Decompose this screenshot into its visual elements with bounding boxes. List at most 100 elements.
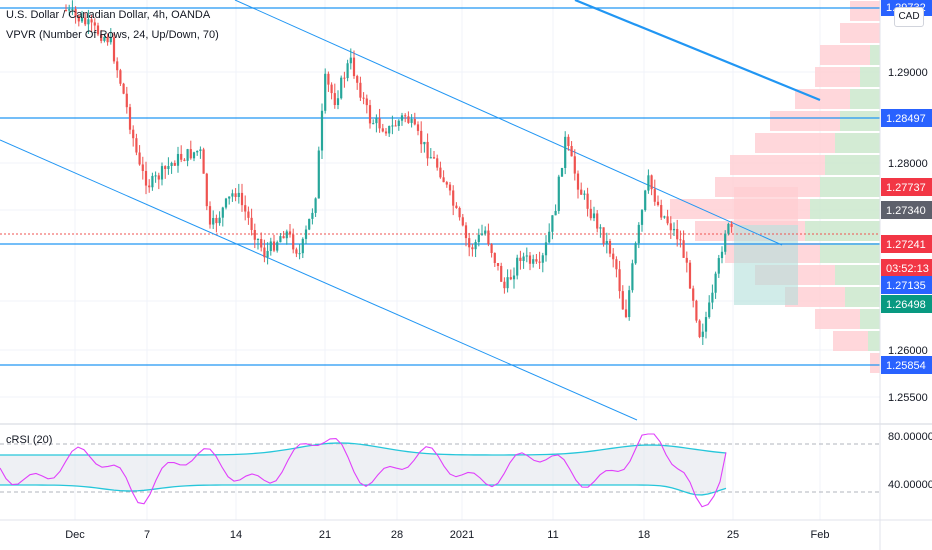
candle-body [237,192,240,197]
price-level-label: 1.27241 [886,239,926,251]
candle-body [679,239,682,241]
candle-body [192,152,196,159]
candle-body [634,243,637,264]
candle-body [103,36,106,41]
candle-body [730,223,733,227]
candle-body [288,231,292,235]
candle-body [68,9,71,11]
candle-body [714,273,717,293]
candle-body [327,73,330,85]
price-level-label: 1.27135 [886,280,926,292]
candle-body [490,244,493,253]
candle-body [308,218,311,230]
candle-body [621,291,624,310]
candle-body [442,177,445,183]
candle-body [196,150,199,153]
vp-up-bar [825,155,880,175]
candle-body [394,125,397,127]
candle-body [218,217,221,224]
vp-up-bar [805,221,880,241]
vpvr-legend[interactable]: VPVR (Number Of Rows, 24, Up/Down, 70) [6,29,219,41]
vp-down-bar [795,89,850,109]
crsi-tick-label: 40.00000 [888,479,932,491]
position-profit-zone [734,225,798,305]
candle-body [183,159,186,161]
candle-body [157,175,160,180]
price-level-badge [881,109,932,127]
candle-body [455,205,458,208]
candle-body [589,208,592,219]
candle-body [701,331,704,337]
candle-body [263,247,266,258]
candle-body [669,223,672,231]
candle-body [77,15,80,22]
price-level-badge [881,276,932,294]
candle-body [212,217,215,225]
candle-body [352,57,356,77]
currency-badge[interactable]: CAD [894,7,924,27]
candle-body [180,153,183,160]
crsi-line [0,433,727,508]
candle-body [676,228,679,240]
candle-body [487,230,490,245]
price-tick-label: 1.28000 [888,158,928,170]
candle-body [349,57,352,64]
candle-body [503,281,506,289]
position-loss-zone [734,187,798,225]
candle-body [458,207,461,218]
candle-body [663,216,666,218]
candle-body [368,105,372,124]
time-axis-label: 18 [638,529,650,541]
candle-body [320,110,324,151]
vp-down-bar [833,331,868,351]
candle-body [384,131,388,134]
channel-lower-line [0,139,638,421]
candle-body [647,175,650,191]
candle-body [704,317,708,332]
candle-body [372,123,375,125]
candle-body [618,269,621,292]
candle-body [167,165,170,169]
candle-body [375,118,378,124]
candle-body [586,193,589,209]
candle-body [301,238,304,254]
candle-body [189,149,192,159]
candle-body [448,184,452,191]
time-axis-label: 2021 [450,529,474,541]
time-axis-label: 11 [547,529,558,541]
drawing-lines[interactable] [0,0,880,421]
candle-body [186,149,189,161]
candle-body [500,265,503,282]
candle-body [717,258,720,274]
time-axis-label: Feb [811,529,830,541]
price-level-badge [881,259,932,277]
candle-body [557,176,560,211]
candle-body [436,158,439,168]
candle-body [244,205,247,212]
time-axis-label: 14 [230,529,242,541]
candle-body [650,175,653,190]
candle-body [640,210,644,225]
candle-body [573,156,576,174]
candle-body [144,170,148,186]
candle-body [125,93,128,108]
candle-body [544,242,548,256]
candle-body [682,240,685,258]
candle-body [269,241,272,251]
candle-body [279,236,282,243]
candle-body [362,97,365,99]
candle-body [359,82,362,98]
candle-body [141,164,144,171]
candle-body [128,107,132,130]
price-level-label: 1.28497 [886,113,926,125]
vp-up-bar [868,331,880,351]
candle-body [631,263,634,291]
price-level-label: 1.27340 [886,205,926,217]
candle-body [535,259,538,262]
candle-body [90,19,93,23]
candle-body [272,241,276,251]
vp-down-bar [815,67,860,87]
crsi-legend[interactable]: cRSI (20) [6,434,53,446]
candle-body [525,255,528,257]
